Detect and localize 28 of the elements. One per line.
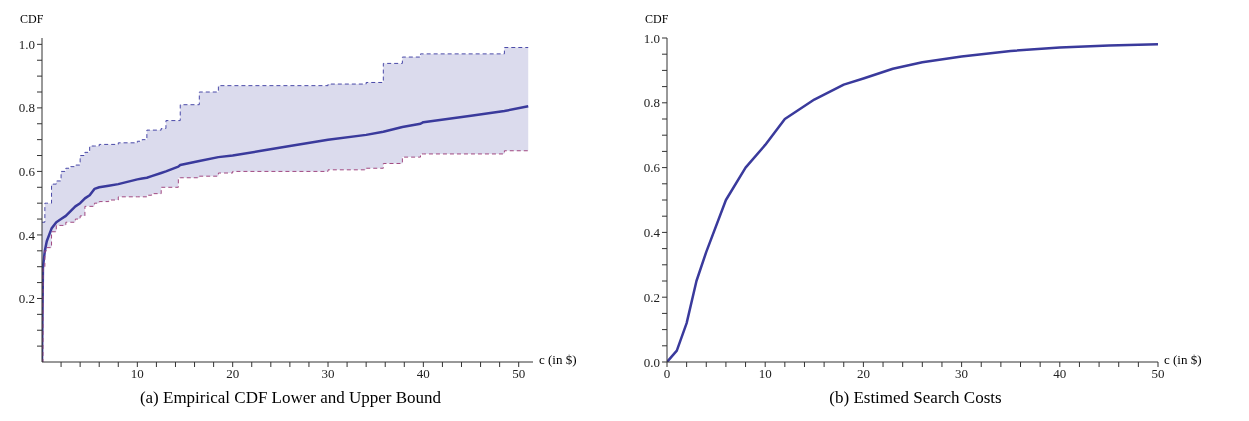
x-axis-title: c (in $): [1164, 352, 1202, 368]
x-tick-label: 10: [130, 366, 144, 382]
text: (a) Empirical CDF Lower and Upper Bound: [138, 388, 443, 408]
x-tick-label: 20: [856, 366, 870, 382]
y-axis-title: CDF: [20, 12, 44, 27]
y-tick-label: 0.8: [643, 95, 660, 111]
y-tick-label: 0.6: [18, 164, 36, 180]
y-tick-label: 0.2: [643, 289, 660, 305]
x-tick-label: 30: [955, 366, 969, 382]
x-tick-label: 50: [512, 366, 526, 382]
y-tick-label: 0.2: [18, 291, 35, 307]
y-tick-label: 1.0: [18, 36, 35, 52]
x-axis-title: c (in $): [539, 352, 577, 368]
y-tick-label: 0.8: [18, 100, 35, 116]
y-tick-label: 1.0: [643, 30, 660, 46]
y-tick-label: 0.4: [643, 225, 661, 241]
y-axis-title: CDF: [645, 12, 669, 27]
x-tick-label: 40: [416, 366, 430, 382]
x-tick-label: 40: [1053, 366, 1067, 382]
y-tick-label: 0.4: [18, 227, 36, 243]
y-tick-label: 0.0: [643, 354, 660, 370]
text: (b) Estimed Search Costs: [828, 388, 1003, 408]
x-tick-label: 20: [226, 366, 240, 382]
x-tick-label: 0: [663, 366, 671, 382]
x-tick-label: 30: [321, 366, 335, 382]
x-tick-label: 50: [1151, 366, 1165, 382]
y-tick-label: 0.6: [643, 160, 661, 176]
x-tick-label: 10: [758, 366, 772, 382]
